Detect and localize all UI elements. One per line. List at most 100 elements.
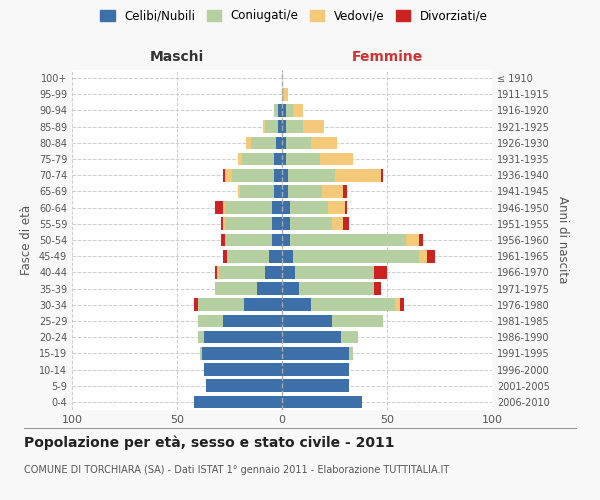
Bar bbox=[247, 136, 251, 149]
Bar bbox=[271, 234, 282, 246]
Bar bbox=[278, 104, 282, 117]
Bar bbox=[289, 185, 322, 198]
Bar bbox=[226, 234, 271, 246]
Bar bbox=[299, 282, 374, 295]
Bar bbox=[242, 152, 274, 166]
Text: Popolazione per età, sesso e stato civile - 2011: Popolazione per età, sesso e stato civil… bbox=[24, 435, 395, 450]
Bar bbox=[289, 169, 335, 181]
Y-axis label: Anni di nascita: Anni di nascita bbox=[556, 196, 569, 284]
Bar bbox=[198, 298, 244, 311]
Bar bbox=[282, 331, 341, 344]
Bar bbox=[215, 266, 217, 278]
Bar bbox=[215, 202, 223, 214]
Bar bbox=[200, 347, 202, 360]
Bar bbox=[400, 298, 404, 311]
Bar bbox=[276, 136, 282, 149]
Bar bbox=[271, 218, 282, 230]
Bar bbox=[395, 298, 400, 311]
Bar bbox=[290, 234, 406, 246]
Bar bbox=[282, 169, 289, 181]
Bar bbox=[419, 250, 427, 262]
Bar bbox=[282, 347, 349, 360]
Bar bbox=[240, 185, 274, 198]
Bar bbox=[221, 218, 223, 230]
Bar bbox=[221, 234, 226, 246]
Bar bbox=[202, 347, 282, 360]
Bar bbox=[290, 202, 328, 214]
Bar bbox=[282, 298, 311, 311]
Bar bbox=[286, 152, 320, 166]
Bar bbox=[274, 169, 282, 181]
Bar bbox=[286, 104, 293, 117]
Bar bbox=[282, 396, 362, 408]
Bar bbox=[204, 363, 282, 376]
Y-axis label: Fasce di età: Fasce di età bbox=[20, 205, 33, 275]
Bar bbox=[332, 314, 383, 328]
Bar bbox=[257, 282, 282, 295]
Bar bbox=[282, 185, 289, 198]
Bar bbox=[320, 152, 353, 166]
Bar bbox=[223, 202, 226, 214]
Bar bbox=[226, 218, 271, 230]
Bar bbox=[223, 314, 282, 328]
Bar bbox=[227, 250, 269, 262]
Bar bbox=[263, 120, 265, 133]
Bar bbox=[244, 298, 282, 311]
Bar bbox=[282, 120, 286, 133]
Bar bbox=[282, 380, 349, 392]
Bar bbox=[341, 331, 358, 344]
Bar bbox=[194, 396, 282, 408]
Bar bbox=[265, 266, 282, 278]
Bar bbox=[290, 218, 332, 230]
Bar bbox=[215, 282, 257, 295]
Bar bbox=[282, 363, 349, 376]
Bar bbox=[232, 169, 274, 181]
Bar bbox=[282, 88, 284, 101]
Bar bbox=[219, 266, 265, 278]
Bar bbox=[217, 266, 219, 278]
Bar bbox=[286, 120, 303, 133]
Bar bbox=[282, 234, 290, 246]
Bar bbox=[282, 152, 286, 166]
Bar bbox=[206, 380, 282, 392]
Bar bbox=[282, 218, 290, 230]
Bar bbox=[194, 298, 198, 311]
Bar bbox=[349, 347, 353, 360]
Bar bbox=[293, 250, 419, 262]
Bar bbox=[419, 234, 422, 246]
Bar bbox=[223, 218, 226, 230]
Bar bbox=[343, 218, 349, 230]
Bar bbox=[271, 202, 282, 214]
Bar bbox=[251, 136, 276, 149]
Bar bbox=[295, 266, 374, 278]
Bar bbox=[284, 88, 289, 101]
Bar bbox=[278, 120, 282, 133]
Bar bbox=[322, 185, 343, 198]
Legend: Celibi/Nubili, Coniugati/e, Vedovi/e, Divorziati/e: Celibi/Nubili, Coniugati/e, Vedovi/e, Di… bbox=[97, 6, 491, 26]
Bar bbox=[345, 202, 347, 214]
Bar bbox=[223, 169, 226, 181]
Bar bbox=[427, 250, 435, 262]
Bar bbox=[282, 266, 295, 278]
Bar bbox=[282, 314, 332, 328]
Bar bbox=[406, 234, 419, 246]
Bar bbox=[282, 202, 290, 214]
Bar bbox=[282, 104, 286, 117]
Bar bbox=[226, 169, 232, 181]
Bar bbox=[226, 202, 271, 214]
Bar bbox=[286, 136, 311, 149]
Text: COMUNE DI TORCHIARA (SA) - Dati ISTAT 1° gennaio 2011 - Elaborazione TUTTITALIA.: COMUNE DI TORCHIARA (SA) - Dati ISTAT 1°… bbox=[24, 465, 449, 475]
Bar bbox=[274, 185, 282, 198]
Bar bbox=[332, 218, 343, 230]
Text: Femmine: Femmine bbox=[352, 50, 422, 64]
Bar bbox=[374, 266, 387, 278]
Bar bbox=[311, 298, 395, 311]
Bar bbox=[381, 169, 383, 181]
Bar bbox=[282, 282, 299, 295]
Bar bbox=[204, 331, 282, 344]
Bar bbox=[311, 136, 337, 149]
Bar bbox=[223, 250, 227, 262]
Text: Maschi: Maschi bbox=[150, 50, 204, 64]
Bar bbox=[335, 169, 381, 181]
Bar bbox=[198, 331, 204, 344]
